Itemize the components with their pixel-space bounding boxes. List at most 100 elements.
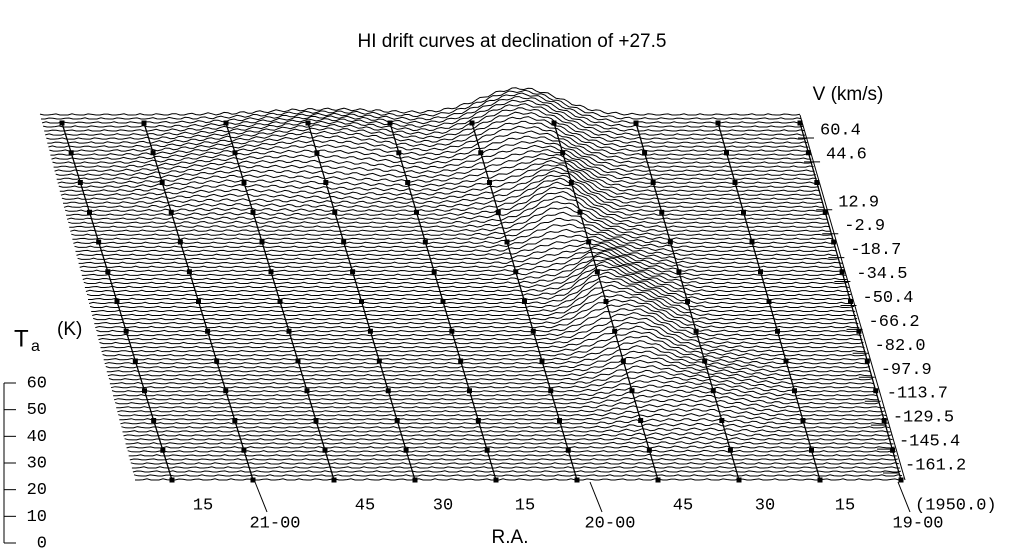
v-tick-label: -82.0	[875, 337, 926, 356]
ra-dot	[642, 150, 648, 156]
drift-curve	[63, 174, 824, 204]
ra-dot	[422, 239, 428, 245]
drift-curve	[82, 255, 847, 281]
ra-dot	[676, 269, 682, 275]
ra-dot	[367, 328, 373, 334]
drift-curve	[46, 107, 807, 140]
v-axis-label: V (km/s)	[813, 84, 884, 105]
drift-curve	[61, 170, 822, 200]
ra-dot	[205, 328, 211, 334]
drift-curve	[70, 206, 831, 232]
ra-dot	[775, 328, 780, 334]
drift-curve	[101, 330, 866, 353]
drift-curve	[57, 156, 818, 184]
ra-dot	[792, 388, 797, 394]
x-axis-label: R.A.	[492, 527, 529, 548]
ra-dot	[376, 358, 382, 364]
ra-dot	[414, 209, 419, 215]
drift-curve	[129, 457, 898, 461]
ra-dot	[800, 418, 806, 423]
drift-curve	[56, 153, 817, 180]
ra-dot	[151, 418, 157, 423]
drift-curve	[77, 242, 838, 260]
ra-dot	[551, 120, 557, 126]
ra-dot	[504, 239, 510, 245]
drift-curve	[99, 321, 864, 345]
ra-dot	[313, 418, 319, 423]
ra-dot	[241, 180, 247, 185]
v-tick-label: -113.7	[887, 385, 948, 404]
chart-title: HI drift curves at declination of +27.5	[358, 31, 667, 52]
drift-curve	[97, 312, 862, 337]
v-tick-label: -50.4	[863, 289, 914, 308]
ra-dot	[577, 209, 583, 215]
y-tick-label: 60	[27, 374, 47, 393]
ra-dot	[522, 299, 527, 304]
v-tick-label: -161.2	[905, 456, 966, 475]
drift-curve	[123, 432, 892, 437]
ra-dot	[467, 388, 472, 394]
ra-dot	[268, 269, 274, 275]
ra-dot	[557, 418, 562, 423]
drift-curve	[41, 89, 802, 120]
drift-curve	[52, 135, 813, 164]
ra-dot	[196, 299, 201, 304]
drift-curve	[132, 470, 902, 473]
drift-curve	[80, 250, 845, 272]
ra-label: 21-00	[249, 514, 300, 533]
ra-dot	[150, 150, 156, 156]
ra-dot	[68, 150, 74, 156]
ra-dot	[629, 388, 635, 394]
ra-dot	[724, 150, 729, 156]
ra-dot	[350, 269, 356, 275]
ra-dot	[586, 239, 592, 245]
drift-curve	[42, 96, 804, 128]
ra-dot	[186, 269, 192, 275]
ra-dot	[702, 358, 708, 364]
v-tick-label: -34.5	[856, 265, 907, 284]
v-tick-label: -129.5	[893, 409, 954, 428]
drift-curve	[49, 120, 810, 152]
ra-dot	[805, 150, 811, 156]
drift-curve	[73, 223, 834, 244]
ra-dot	[530, 328, 536, 334]
drift-curve	[128, 453, 897, 457]
ra-dot	[223, 120, 229, 126]
ra-dot	[286, 328, 292, 334]
drift-curve	[83, 258, 848, 285]
ra-dot	[87, 209, 92, 215]
drift-curve	[131, 466, 900, 469]
ra-dot	[881, 418, 887, 423]
ra-dot	[159, 180, 165, 185]
ra-dot	[715, 120, 721, 126]
ra-dot	[659, 209, 665, 215]
drift-curve	[120, 418, 889, 425]
ra-dot	[890, 447, 896, 453]
ra-dot	[259, 239, 265, 245]
drift-curve	[60, 166, 821, 196]
ra-dot	[387, 120, 393, 126]
ra-dot	[797, 120, 803, 126]
ra-dot	[650, 180, 656, 185]
drift-curve	[75, 234, 836, 252]
ra-label: 30	[755, 496, 775, 515]
ra-dot	[560, 150, 566, 156]
ra-dot	[341, 239, 347, 245]
drift-curve	[39, 87, 801, 116]
drift-curve	[63, 177, 824, 208]
drift-curve	[124, 436, 893, 441]
ra-dot	[77, 180, 83, 185]
v-tick-label: 44.6	[826, 145, 867, 164]
ra-dot	[898, 477, 904, 483]
ra-dot	[484, 447, 490, 453]
ra-dot	[685, 299, 690, 304]
v-tick-label: -2.9	[844, 217, 885, 236]
ra-dot	[565, 447, 571, 453]
ra-dot	[487, 180, 492, 185]
ra-dot	[719, 418, 725, 423]
ra-label: 30	[433, 496, 453, 515]
y-axis-label-sub: a	[31, 338, 40, 355]
ra-label: 15	[835, 496, 855, 515]
v-tick-label: -145.4	[899, 433, 960, 452]
drift-curve	[47, 111, 808, 144]
